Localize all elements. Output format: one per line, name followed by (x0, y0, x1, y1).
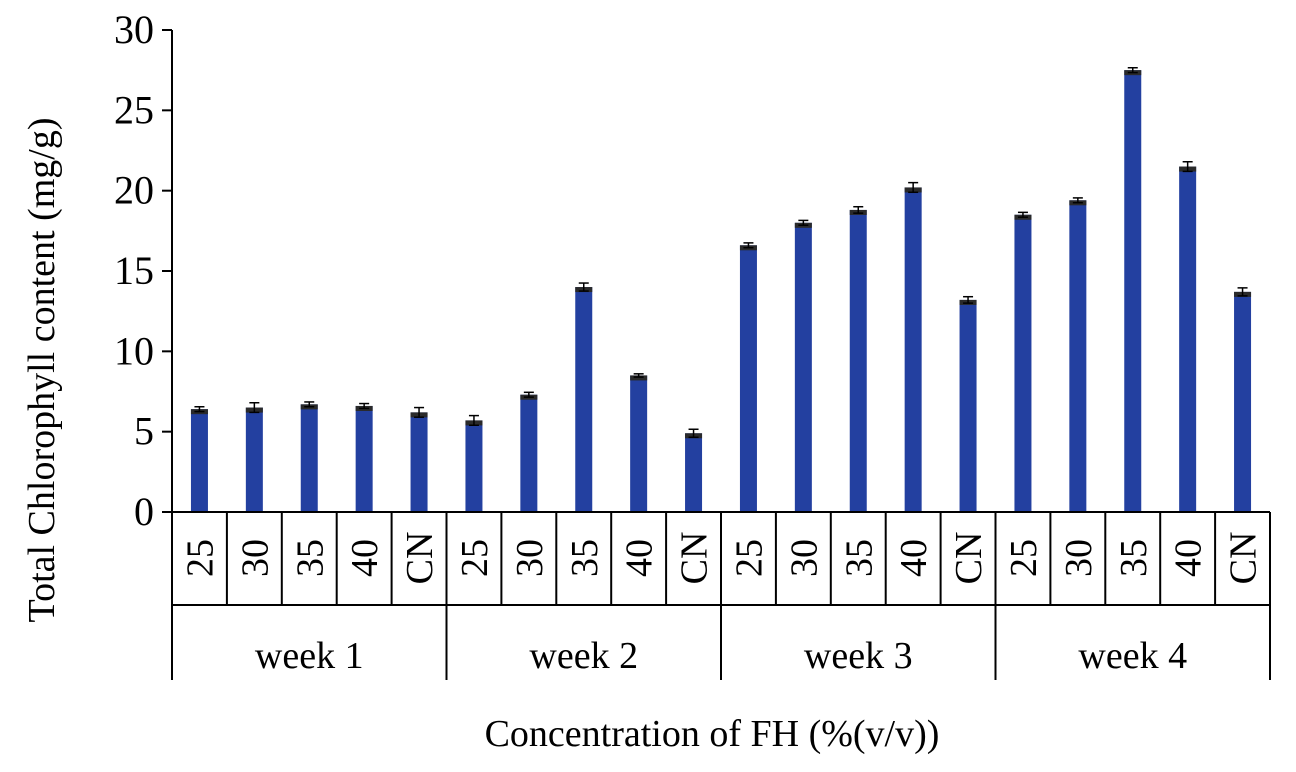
category-label: 40 (893, 539, 935, 577)
bar (1179, 166, 1197, 513)
group-label: week 2 (529, 635, 638, 677)
category-label: CN (674, 532, 716, 585)
bars (190, 67, 1252, 513)
category-label: 35 (838, 539, 880, 577)
y-tick-label: 0 (134, 489, 154, 534)
category-label: 25 (1003, 539, 1045, 577)
bar-top (630, 375, 648, 381)
category-label: 40 (344, 539, 386, 577)
category-label: CN (948, 532, 990, 585)
x-axis: 25 30 35 40 CN week 1 25 30 35 40 CN week 2 25 30 35 40… (171, 511, 1271, 680)
y-tick-label: 25 (114, 87, 154, 132)
category-label: 25 (179, 539, 221, 577)
category-label: 35 (289, 539, 331, 577)
bar (794, 222, 812, 513)
group-label: week 1 (255, 635, 364, 677)
bar (959, 299, 977, 512)
y-tick-label: 30 (114, 7, 154, 52)
category-label: 30 (1058, 539, 1100, 577)
category-label: 30 (783, 539, 825, 577)
category-label: 35 (1113, 539, 1155, 577)
bar (849, 209, 867, 513)
bar (1124, 70, 1142, 513)
bar (1069, 200, 1087, 512)
bar (685, 433, 703, 512)
category-label: 25 (728, 539, 770, 577)
category-label: CN (1223, 532, 1265, 585)
y-tick-label: 20 (114, 168, 154, 213)
bar (300, 404, 318, 512)
category-label: 40 (1168, 539, 1210, 577)
y-axis-title: Total Chlorophyll content (mg/g) (21, 118, 63, 623)
y-tick-label: 10 (114, 328, 154, 373)
bar (1014, 214, 1032, 512)
bar (410, 412, 428, 512)
category-label: 30 (509, 539, 551, 577)
group-label: week 3 (804, 635, 913, 677)
y-tick-label: 5 (134, 409, 154, 454)
bar (904, 187, 922, 512)
group-label: week 4 (1078, 635, 1187, 677)
bar (190, 409, 208, 512)
bar (739, 245, 757, 512)
bar (355, 405, 373, 512)
bar (520, 394, 538, 512)
bar (630, 375, 648, 512)
category-label: CN (399, 532, 441, 585)
y-axis: 0 5 10 15 20 25 30 (114, 7, 173, 534)
bar (1234, 291, 1252, 512)
category-label: 30 (234, 539, 276, 577)
category-label: 40 (619, 539, 661, 577)
category-label: 35 (564, 539, 606, 577)
x-axis-title: Concentration of FH (%(v/v)) (485, 713, 940, 755)
y-tick-label: 15 (114, 248, 154, 293)
category-label: 25 (454, 539, 496, 577)
bar (465, 420, 483, 512)
bar (575, 287, 593, 512)
bar (245, 407, 263, 512)
